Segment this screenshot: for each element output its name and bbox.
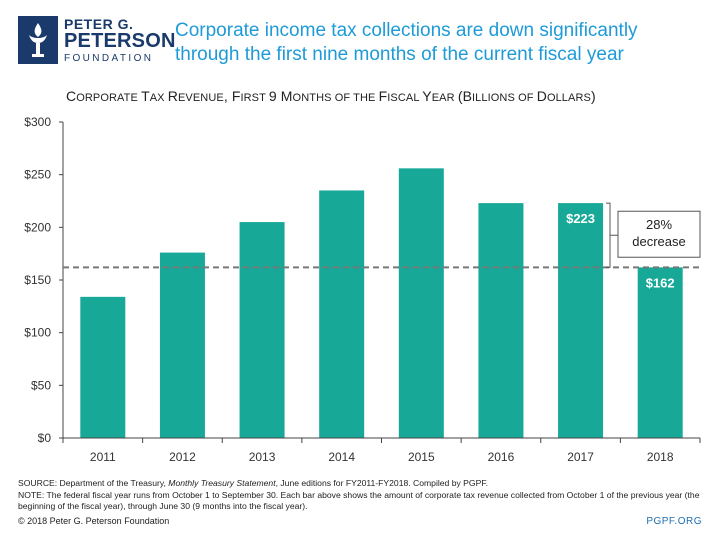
subtitle-part: F [378,88,388,104]
y-tick-label: $300 [24,115,51,129]
bar-2012 [159,252,205,438]
x-tick-label: 2014 [328,450,355,464]
bar-2017 [558,203,604,438]
x-tick-label: 2015 [408,450,435,464]
x-tick-label: 2017 [567,450,594,464]
annotation-text: 28% [646,217,672,232]
bar-2014 [319,190,365,438]
subtitle-part: ILLIONS OF [472,92,537,104]
x-tick-label: 2018 [647,450,674,464]
bar-2018 [637,267,683,438]
y-tick-label: $200 [24,220,51,234]
subtitle-part: EVENUE [178,92,224,104]
x-tick-label: 2016 [488,450,515,464]
subtitle-part: EAR [431,92,458,104]
y-tick-label: $150 [24,273,51,287]
copyright: © 2018 Peter G. Peterson Foundation [18,516,170,526]
subtitle-part: ORPORATE [76,92,142,104]
bar-2016 [478,203,524,438]
source-notes: SOURCE: Department of the Treasury, Mont… [18,478,708,513]
subtitle-part: IRST [240,92,269,104]
source-line: SOURCE: Department of the Treasury, Mont… [18,478,708,490]
subtitle-part: , F [223,88,241,104]
decrease-bracket [606,202,611,268]
annotation-box [617,210,701,258]
y-tick-label: $50 [31,378,51,392]
bar-2011 [80,296,126,438]
headline: Corporate income tax collections are dow… [175,20,638,65]
subtitle-part: ) [590,88,596,104]
subtitle-part: ISCAL [387,92,423,104]
x-tick-label: 2013 [249,450,276,464]
site-link[interactable]: PGPF.ORG [646,516,702,527]
subtitle-part: (B [457,88,473,104]
subtitle-part: R [167,88,178,104]
chart-subtitle: CORPORATE TAX REVENUE, FIRST 9 MONTHS OF… [66,88,596,104]
source-publication: Monthly Treasury Statement [168,478,276,488]
torch-icon [18,16,58,64]
subtitle-part: OLLARS [546,92,591,104]
pgpf-logo: PETER G. PETERSON FOUNDATION [18,16,175,68]
annotation-text: decrease [632,234,685,249]
note-line: NOTE: The federal fiscal year runs from … [18,489,700,512]
subtitle-part: 9 M [268,88,293,104]
subtitle-part: C [66,88,77,104]
logo-text-line2: PETERSON [64,30,176,52]
x-tick-label: 2011 [90,450,116,464]
data-label-2018: $162 [646,275,675,290]
logo-text-line1: PETER G. [64,16,134,32]
x-tick-label: 2012 [169,450,196,464]
logo-text-line3: FOUNDATION [64,53,154,64]
y-tick-label: $250 [24,168,51,182]
y-tick-label: $100 [24,326,51,340]
subtitle-part: ONTHS OF THE [292,92,379,104]
source-suffix: , June editions for FY2011-FY2018. Compi… [275,478,489,488]
subtitle-part: T [141,88,150,104]
bar-2015 [398,168,444,438]
bar-chart: $0 $50 $100 $150 $200 $250 $300 2011 2012 2013 201… [24,115,701,464]
y-tick-label: $0 [38,431,52,445]
subtitle-part: D [536,88,547,104]
subtitle-part: AX [149,92,168,104]
data-label-2017: $223 [566,211,595,226]
bar-2013 [239,222,285,438]
source-prefix: SOURCE: Department of the Treasury, [18,478,169,488]
subtitle-part: Y [422,88,432,104]
